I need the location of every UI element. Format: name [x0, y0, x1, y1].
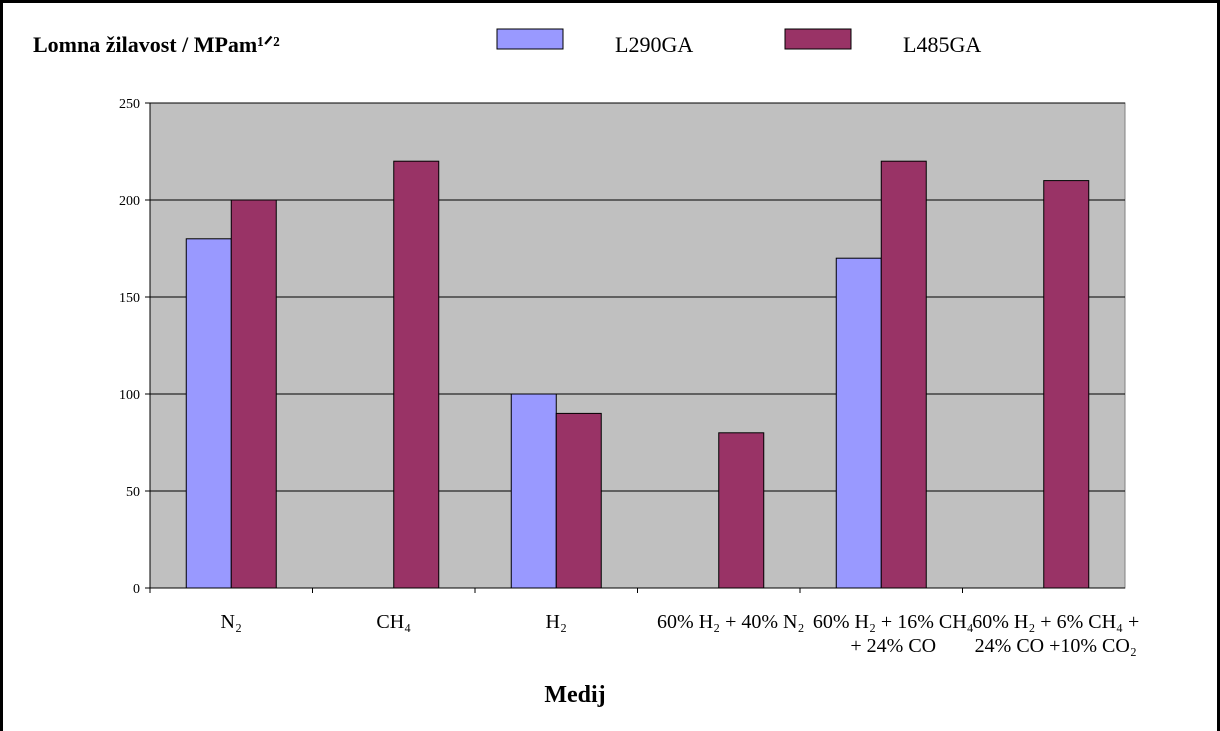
y-tick-label: 250	[119, 97, 140, 112]
bar	[230, 199, 277, 589]
bar	[1043, 180, 1090, 589]
y-tick-label: 100	[119, 388, 140, 403]
x-tick-label: H₂	[545, 611, 567, 633]
legend-swatch	[784, 28, 852, 50]
y-tick-label: 150	[119, 291, 140, 306]
legend-label: L290GA	[615, 32, 693, 57]
legend-label: L485GA	[903, 32, 981, 57]
y-tick-label: 200	[119, 194, 140, 209]
plot-area	[149, 102, 1126, 589]
bar	[393, 160, 440, 589]
y-tick-label: 0	[133, 582, 140, 597]
bar	[835, 257, 882, 589]
x-axis-label: Medij	[544, 682, 605, 708]
bar	[185, 238, 232, 589]
y-tick-label: 50	[126, 485, 140, 500]
x-tick-label: 60% H₂ + 6% CH₄ + 24% CO +10% CO₂	[972, 611, 1140, 657]
x-tick-label: 60% H₂ + 16% CH₄ + 24% CO	[812, 611, 974, 657]
bar	[880, 160, 927, 589]
x-tick-label: N₂	[220, 611, 242, 633]
bar	[555, 412, 602, 589]
bar	[718, 432, 765, 589]
legend-swatch	[496, 28, 564, 50]
chart-title: Lomna žilavost / MPam¹ᐟ²	[33, 32, 280, 57]
bar	[510, 393, 557, 589]
x-tick-label: 60% H₂ + 40% N₂	[657, 611, 805, 633]
x-tick-label: CH₄	[376, 611, 412, 633]
